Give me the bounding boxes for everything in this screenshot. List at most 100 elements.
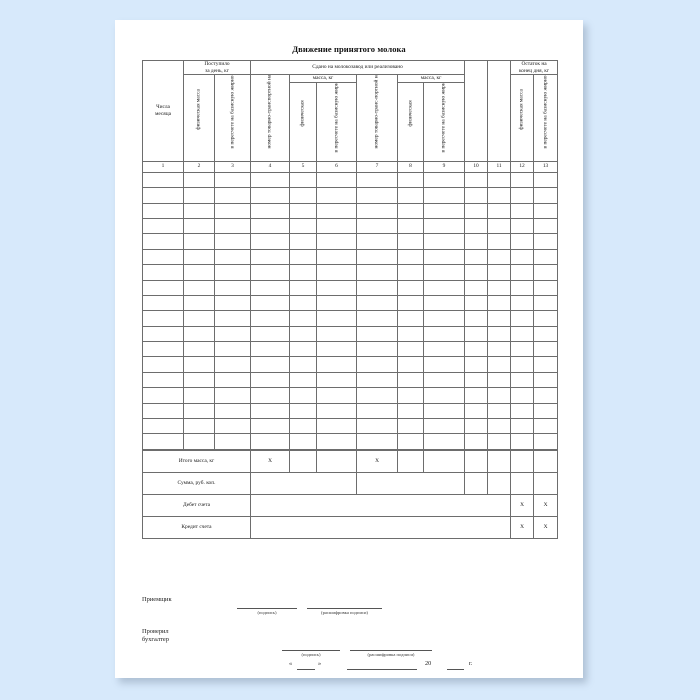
cell-r4-c7[interactable] — [356, 217, 399, 235]
cell-r16-c12[interactable] — [510, 402, 535, 420]
cell-r5-c2[interactable] — [183, 233, 215, 250]
summary-amount-col11[interactable] — [487, 471, 512, 495]
cell-r2-c1[interactable] — [142, 187, 184, 204]
cell-r1-c3[interactable] — [213, 171, 252, 189]
cell-r18-c5[interactable] — [289, 433, 318, 450]
cell-r11-c2[interactable] — [183, 325, 215, 343]
cell-r17-c10[interactable] — [464, 418, 489, 435]
cell-r15-c9[interactable] — [423, 387, 466, 404]
cell-r14-c4[interactable] — [250, 371, 291, 389]
cell-r18-c7[interactable] — [356, 433, 399, 450]
cell-r9-c13[interactable] — [533, 294, 559, 312]
cell-r14-c13[interactable] — [533, 371, 559, 389]
cell-r7-c10[interactable] — [464, 264, 489, 281]
cell-r2-c8[interactable] — [397, 187, 425, 204]
cell-r12-c6[interactable] — [316, 341, 358, 358]
cell-r17-c9[interactable] — [423, 418, 466, 435]
cell-r13-c11[interactable] — [487, 356, 512, 373]
cell-r2-c12[interactable] — [510, 187, 535, 204]
cell-r16-c1[interactable] — [142, 402, 184, 420]
cell-r12-c9[interactable] — [423, 341, 466, 358]
cell-r13-c12[interactable] — [510, 356, 535, 373]
cell-r18-c13[interactable] — [533, 433, 559, 450]
summary-total-col5[interactable] — [289, 449, 318, 473]
cell-r8-c12[interactable] — [510, 279, 535, 296]
cell-r14-c10[interactable] — [464, 371, 489, 389]
cell-r10-c1[interactable] — [142, 310, 184, 327]
cell-r17-c12[interactable] — [510, 418, 535, 435]
cell-r15-c6[interactable] — [316, 387, 358, 404]
cell-r16-c5[interactable] — [289, 402, 318, 420]
cell-r12-c7[interactable] — [356, 341, 399, 358]
summary-total-col7[interactable]: X — [356, 449, 399, 473]
cell-r7-c5[interactable] — [289, 264, 318, 281]
summary-amount-group-a[interactable] — [250, 471, 358, 495]
cell-r18-c12[interactable] — [510, 433, 535, 450]
summary-total-col4[interactable]: X — [250, 449, 291, 473]
cell-r16-c7[interactable] — [356, 402, 399, 420]
signature-line-accountant-sign[interactable] — [282, 650, 340, 651]
cell-r16-c10[interactable] — [464, 402, 489, 420]
cell-r16-c9[interactable] — [423, 402, 466, 420]
cell-r8-c4[interactable] — [250, 279, 291, 296]
cell-r2-c5[interactable] — [289, 187, 318, 204]
cell-r13-c5[interactable] — [289, 356, 318, 373]
cell-r9-c12[interactable] — [510, 294, 535, 312]
cell-r8-c2[interactable] — [183, 279, 215, 296]
cell-r8-c3[interactable] — [213, 279, 252, 296]
summary-total-col13[interactable] — [533, 449, 559, 473]
cell-r10-c9[interactable] — [423, 310, 466, 327]
cell-r13-c8[interactable] — [397, 356, 425, 373]
cell-r11-c3[interactable] — [213, 325, 252, 343]
cell-r4-c11[interactable] — [487, 217, 512, 235]
cell-r6-c12[interactable] — [510, 248, 535, 266]
cell-r10-c12[interactable] — [510, 310, 535, 327]
cell-r17-c13[interactable] — [533, 418, 559, 435]
cell-r18-c10[interactable] — [464, 433, 489, 450]
cell-r2-c9[interactable] — [423, 187, 466, 204]
summary-amount-col13[interactable] — [533, 471, 559, 495]
cell-r15-c13[interactable] — [533, 387, 559, 404]
cell-r7-c7[interactable] — [356, 264, 399, 281]
cell-r1-c12[interactable] — [510, 171, 535, 189]
cell-r5-c12[interactable] — [510, 233, 535, 250]
cell-r11-c6[interactable] — [316, 325, 358, 343]
cell-r1-c6[interactable] — [316, 171, 358, 189]
cell-r11-c10[interactable] — [464, 325, 489, 343]
cell-r13-c13[interactable] — [533, 356, 559, 373]
cell-r3-c7[interactable] — [356, 202, 399, 219]
cell-r13-c3[interactable] — [213, 356, 252, 373]
cell-r9-c5[interactable] — [289, 294, 318, 312]
cell-r6-c7[interactable] — [356, 248, 399, 266]
cell-r4-c9[interactable] — [423, 217, 466, 235]
cell-r14-c9[interactable] — [423, 371, 466, 389]
cell-r9-c8[interactable] — [397, 294, 425, 312]
cell-r8-c9[interactable] — [423, 279, 466, 296]
cell-r4-c2[interactable] — [183, 217, 215, 235]
cell-r12-c11[interactable] — [487, 341, 512, 358]
summary-total-col10[interactable] — [464, 449, 489, 473]
cell-r18-c9[interactable] — [423, 433, 466, 450]
cell-r8-c6[interactable] — [316, 279, 358, 296]
cell-r11-c1[interactable] — [142, 325, 184, 343]
cell-r2-c6[interactable] — [316, 187, 358, 204]
cell-r8-c1[interactable] — [142, 279, 184, 296]
summary-total-col9[interactable] — [423, 449, 466, 473]
cell-r14-c12[interactable] — [510, 371, 535, 389]
cell-r11-c13[interactable] — [533, 325, 559, 343]
cell-r7-c3[interactable] — [213, 264, 252, 281]
cell-r10-c10[interactable] — [464, 310, 489, 327]
cell-r13-c9[interactable] — [423, 356, 466, 373]
cell-r5-c10[interactable] — [464, 233, 489, 250]
cell-r18-c11[interactable] — [487, 433, 512, 450]
cell-r3-c12[interactable] — [510, 202, 535, 219]
cell-r8-c7[interactable] — [356, 279, 399, 296]
cell-r7-c13[interactable] — [533, 264, 559, 281]
cell-r5-c13[interactable] — [533, 233, 559, 250]
cell-r10-c8[interactable] — [397, 310, 425, 327]
summary-total-col6[interactable] — [316, 449, 358, 473]
cell-r15-c12[interactable] — [510, 387, 535, 404]
cell-r14-c2[interactable] — [183, 371, 215, 389]
cell-r15-c7[interactable] — [356, 387, 399, 404]
cell-r10-c5[interactable] — [289, 310, 318, 327]
